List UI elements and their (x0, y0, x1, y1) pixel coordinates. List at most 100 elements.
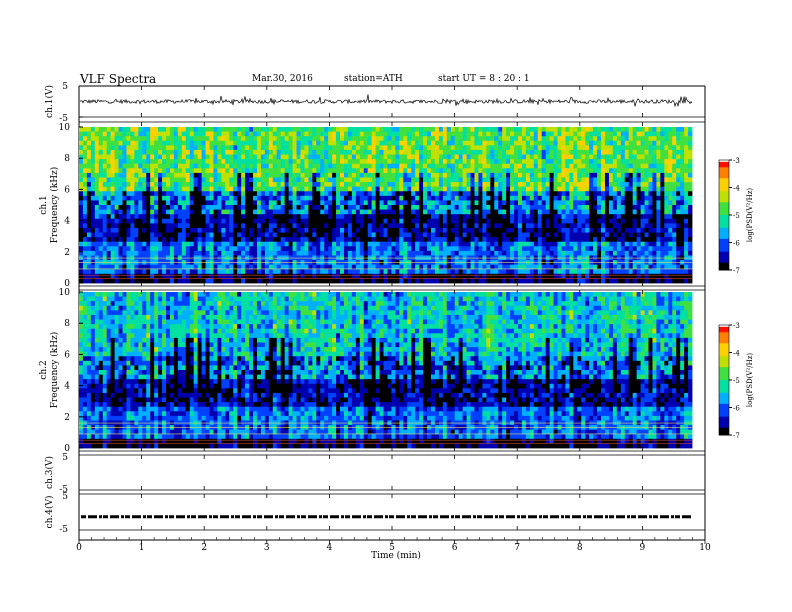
colorbar-segment (719, 425, 729, 429)
colorbar-segment (719, 202, 729, 205)
colorbar-segment (719, 411, 729, 414)
colorbar-segment (719, 361, 729, 364)
ch1-ylabel-channel: ch.1 (39, 195, 49, 214)
colorbar-segment (719, 194, 729, 198)
colorbar-segment (719, 418, 729, 421)
colorbar-segment (719, 183, 729, 187)
x-tick-label: 6 (452, 543, 458, 553)
colorbar-segment (719, 189, 729, 192)
colorbar-segment (719, 171, 729, 174)
ch1-ytick-label: -5 (59, 114, 68, 124)
colorbar-segment (719, 367, 729, 370)
colorbar-segment (719, 207, 729, 210)
ch1-ytick-label: 6 (64, 185, 70, 195)
colorbar-tick-label: -5 (733, 212, 740, 220)
colorbar-segment (719, 167, 729, 170)
ch1-ytick-label: 2 (64, 248, 70, 258)
ch2-ytick-label: 2 (64, 413, 70, 423)
colorbar-segment (719, 381, 729, 385)
colorbar-segment (719, 337, 729, 341)
colorbar-segment (719, 204, 729, 207)
colorbar-segment (719, 215, 729, 218)
ch4-ylabel: ch.4(V) (44, 496, 55, 529)
colorbar-segment (719, 226, 729, 229)
colorbar-segment (719, 376, 729, 379)
colorbar-segment (719, 178, 729, 181)
colorbar-segment (719, 198, 729, 201)
x-tick-label: 7 (514, 543, 520, 553)
colorbar-segment (719, 403, 729, 407)
colorbar-segment (719, 191, 729, 194)
colorbar-segment (719, 205, 729, 209)
ch2-ylabel-channel: ch.2 (39, 360, 49, 379)
colorbar-segment (719, 330, 729, 333)
colorbar-segment (719, 187, 729, 190)
colorbar-segment (719, 213, 729, 216)
colorbar-segment (719, 332, 729, 335)
colorbar-segment (719, 334, 729, 337)
colorbar-segment (719, 369, 729, 372)
ch1-ytick-label: 8 (64, 154, 70, 164)
colorbar-tick-label: -3 (733, 157, 740, 165)
ch4-ytick-label: -5 (59, 525, 68, 535)
ch2-ytick-label: 8 (64, 319, 70, 329)
ch3-ytick-label: 5 (62, 453, 68, 463)
ch1-ytick-label: 5 (62, 82, 68, 92)
x-tick-label: 4 (327, 543, 333, 553)
colorbar-segment (719, 229, 729, 232)
colorbar-segment (719, 414, 729, 418)
colorbar-segment (719, 400, 729, 403)
colorbar-segment (719, 200, 729, 203)
colorbar-segment (719, 266, 729, 269)
colorbar-segment (719, 356, 729, 359)
colorbar-segment (719, 359, 729, 363)
colorbar-segment (719, 260, 729, 264)
colorbar-segment (719, 255, 729, 258)
colorbar-segment (719, 339, 729, 342)
colorbar-segment (719, 348, 729, 352)
colorbar-segment (719, 196, 729, 199)
colorbar-segment (719, 264, 729, 267)
colorbar-segment (719, 262, 729, 265)
colorbar-segment (719, 343, 729, 346)
colorbar-segment (719, 244, 729, 247)
colorbar-segment (719, 378, 729, 381)
x-tick-label: 3 (264, 543, 270, 553)
colorbar-segment (719, 235, 729, 238)
x-axis-label: Time (min) (371, 550, 421, 561)
colorbar-segment (719, 240, 729, 243)
colorbar-segment (719, 216, 729, 220)
colorbar-segment (719, 224, 729, 227)
x-tick-label: 9 (640, 543, 646, 553)
colorbar-segment (719, 396, 729, 399)
colorbar-label: log(PSD(V²/Hz) (746, 353, 754, 408)
x-tick-label: 1 (139, 543, 145, 553)
colorbar-segment (719, 237, 729, 240)
colorbar-segment (719, 347, 729, 350)
start-time-label: start UT = 8 : 20 : 1 (438, 74, 530, 84)
colorbar-segment (719, 242, 729, 245)
colorbar-segment (719, 185, 729, 188)
colorbar-segment (719, 222, 729, 225)
ch1-ylabel: ch.1(V) (44, 85, 55, 118)
colorbar-segment (719, 169, 729, 172)
colorbar-segment (719, 374, 729, 377)
x-tick-label: 5 (389, 543, 395, 553)
colorbar-segment (719, 358, 729, 361)
colorbar-segment (719, 268, 729, 271)
colorbar-segment (719, 350, 729, 353)
colorbar-segment (719, 246, 729, 249)
ch2-ylabel-frequency: Frequency (kHz) (49, 332, 60, 409)
colorbar-segment (719, 218, 729, 221)
colorbar-segment (719, 416, 729, 419)
colorbar-segment (719, 182, 729, 185)
x-tick-label: 0 (76, 543, 82, 553)
colorbar-segment (719, 398, 729, 401)
colorbar-segment (719, 253, 729, 256)
colorbar-segment (719, 409, 729, 412)
colorbar-segment (719, 174, 729, 177)
colorbar-segment (719, 251, 729, 254)
colorbar-segment (719, 391, 729, 394)
colorbar-segment (719, 220, 729, 223)
colorbar-segment (719, 413, 729, 416)
